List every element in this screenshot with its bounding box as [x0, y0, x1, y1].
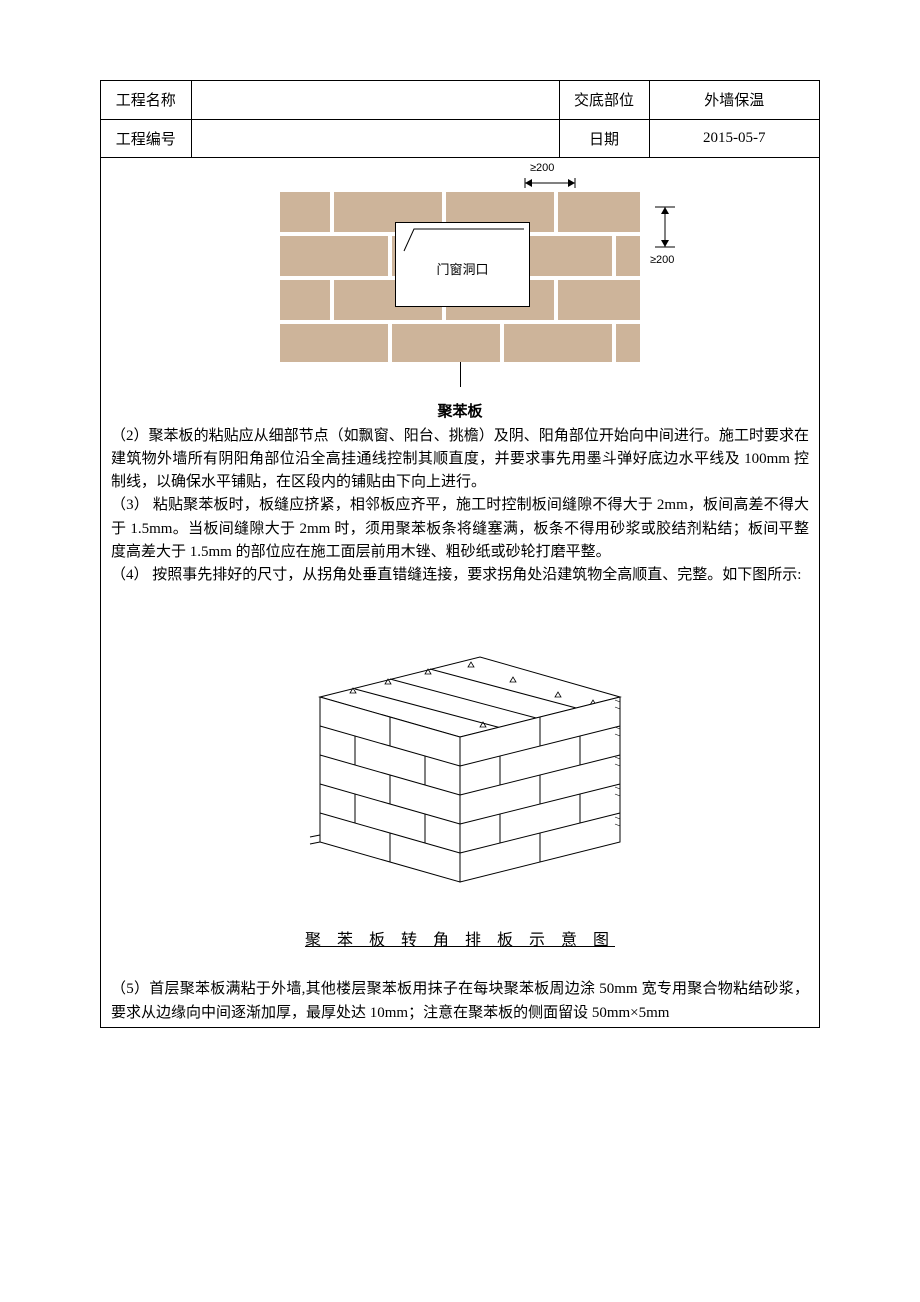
- paragraph-2: （2）聚苯板的粘贴应从细部节点（如飘窗、阳台、挑檐）及阴、阳角部位开始向中间进行…: [111, 425, 809, 495]
- header-table: 工程名称 交底部位 外墙保温 工程编号 日期 2015-05-7: [101, 81, 819, 158]
- body-text-2: （5）首层聚苯板满粘于外墙,其他楼层聚苯板用抹子在每块聚苯板周边涂 50mm 宽…: [101, 960, 819, 1027]
- col-project-no-value: [191, 119, 559, 157]
- table-row: 工程名称 交底部位 外墙保温: [101, 81, 819, 119]
- corner-svg: [280, 627, 640, 907]
- brick-wall: 门窗洞口: [280, 192, 640, 362]
- paragraph-5: （5）首层聚苯板满粘于外墙,其他楼层聚苯板用抹子在每块聚苯板周边涂 50mm 宽…: [111, 978, 809, 1025]
- dim-top-label: ≥200: [530, 162, 554, 174]
- leader-line: [460, 362, 461, 387]
- col-date-label: 日期: [559, 119, 649, 157]
- body-text: （2）聚苯板的粘贴应从细部节点（如飘窗、阳台、挑檐）及阴、阳角部位开始向中间进行…: [101, 421, 819, 588]
- paragraph-4: （4） 按照事先排好的尺寸，从拐角处垂直错缝连接，要求拐角处沿建筑物全高顺直、完…: [111, 564, 809, 587]
- col-part-value: 外墙保温: [649, 81, 819, 119]
- dim-top-icon: [520, 176, 580, 190]
- opening-label: 门窗洞口: [396, 259, 529, 278]
- col-part-label: 交底部位: [559, 81, 649, 119]
- brick-diagram: ≥200 ≥200: [101, 158, 819, 421]
- corner-diagram: 聚 苯 板 转 角 排 板 示 意 图: [101, 587, 819, 960]
- col-project-name-label: 工程名称: [101, 81, 191, 119]
- dim-right-label: ≥200: [650, 254, 674, 266]
- content-area: ≥200 ≥200: [101, 158, 819, 1027]
- col-project-no-label: 工程编号: [101, 119, 191, 157]
- col-project-name-value: [191, 81, 559, 119]
- page-frame: 工程名称 交底部位 外墙保温 工程编号 日期 2015-05-7 ≥200: [100, 80, 820, 1028]
- opening-box: 门窗洞口: [395, 222, 530, 307]
- dim-right-icon: [650, 202, 680, 252]
- col-date-value: 2015-05-7: [649, 119, 819, 157]
- corner-diagram-caption: 聚 苯 板 转 角 排 板 示 意 图: [305, 926, 615, 950]
- brick-diagram-caption: 聚苯板: [437, 400, 482, 421]
- paragraph-3: （3） 粘贴聚苯板时，板缝应挤紧，相邻板应齐平，施工时控制板间缝隙不得大于 2m…: [111, 494, 809, 564]
- table-row: 工程编号 日期 2015-05-7: [101, 119, 819, 157]
